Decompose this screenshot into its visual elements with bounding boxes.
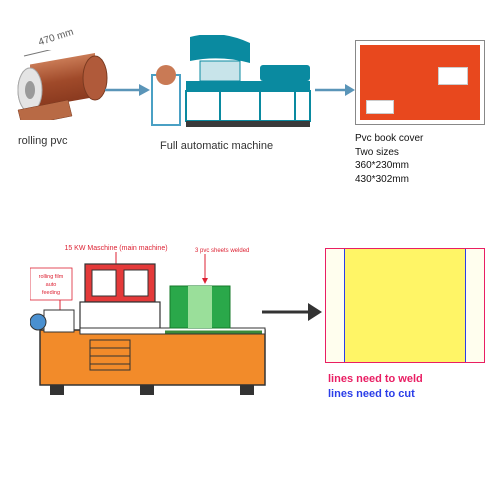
pvc-roll-caption: rolling pvc [18, 135, 68, 147]
svg-text:3 pvc sheets welded: 3 pvc sheets welded [195, 248, 249, 254]
pvc-roll-graphic [10, 50, 110, 120]
legend: lines need to weld lines need to cut [328, 372, 423, 403]
automatic-machine-graphic [150, 35, 320, 135]
svg-text:rolling film: rolling film [39, 274, 64, 280]
legend-weld: lines need to weld [328, 372, 423, 387]
machine-title-text: 15 KW Maschine (main machine) [64, 245, 167, 252]
svg-text:feeding: feeding [42, 290, 60, 296]
product-spec-text: Pvc book cover Two sizes 360*230mm 430*3… [355, 132, 423, 186]
welding-machine-diagram: 15 KW Maschine (main machine) rolling fi… [30, 240, 270, 400]
svg-text:auto: auto [46, 282, 57, 288]
process-row-1: 470 mm rolling pvc [0, 20, 500, 200]
book-cover-inner [360, 45, 480, 120]
process-row-2: 15 KW Maschine (main machine) rolling fi… [0, 230, 500, 450]
output-sheet-diagram [325, 248, 485, 363]
product-spec-line: Two sizes [355, 146, 423, 160]
cover-window [438, 67, 468, 85]
legend-cut: lines need to cut [328, 387, 423, 402]
output-inner-panel [344, 249, 466, 362]
arrow-icon [262, 300, 322, 324]
product-spec-line: Pvc book cover [355, 132, 423, 146]
product-spec-line: 430*302mm [355, 173, 423, 187]
automatic-machine-caption: Full automatic machine [160, 140, 273, 152]
pvc-roll-dimension: 470 mm [37, 27, 75, 49]
cover-window [366, 100, 394, 114]
arrow-icon [315, 80, 355, 100]
product-spec-line: 360*230mm [355, 159, 423, 173]
book-cover-product [355, 40, 485, 125]
arrow-icon [105, 80, 150, 100]
